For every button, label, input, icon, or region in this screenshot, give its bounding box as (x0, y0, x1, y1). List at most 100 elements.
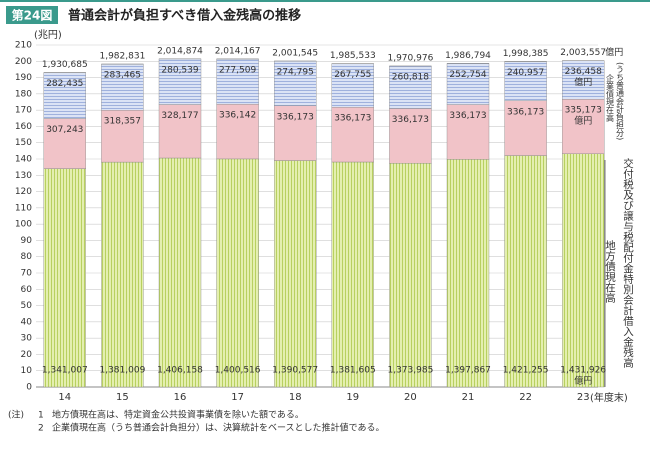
note-text: 企業債現在高（うち普通会計負担分）は、決算統計をベースとした推計値である。 (52, 422, 384, 434)
y-tick-label: 80 (21, 252, 33, 262)
data-label: 260,818 (392, 73, 429, 83)
bar-segment (446, 104, 490, 160)
data-label: 336,142 (219, 111, 256, 121)
y-tick-label: 70 (21, 269, 33, 279)
series-label: 地方債現在高 (604, 239, 616, 304)
y-tick-label: 30 (21, 334, 33, 344)
bar-segment (216, 158, 259, 388)
total-label: 2,003,557 (560, 48, 606, 58)
bar-segment (389, 108, 432, 164)
data-label: 336,173 (449, 111, 486, 121)
bar-segment (216, 103, 259, 160)
total-label: 2,014,167 (215, 46, 261, 56)
total-label: 2,001,545 (272, 49, 318, 59)
y-axis-label: (兆円) (34, 29, 62, 41)
bar-segment (43, 118, 86, 169)
data-label: 1,431,926 (560, 366, 606, 376)
data-label: 283,465 (104, 71, 141, 81)
x-tick-label: 22 (519, 392, 532, 403)
bar-segment (158, 157, 202, 388)
y-tick-label: 190 (15, 73, 32, 83)
bar-segment (389, 163, 432, 388)
y-tick-label: 140 (15, 155, 32, 165)
unit-label: 億円 (605, 46, 623, 58)
total-label: 1,998,385 (503, 49, 549, 59)
total-label: 1,986,794 (445, 51, 491, 61)
bar-segment (331, 161, 374, 388)
y-tick-label: 60 (21, 285, 33, 295)
bar-segment (331, 63, 374, 108)
bar-segment (504, 155, 547, 388)
data-label: 1,400,516 (215, 366, 261, 376)
note-num: 2 (38, 424, 44, 434)
x-tick-label: 21 (462, 392, 475, 403)
badge (6, 6, 58, 24)
y-tick-label: 0 (26, 383, 32, 393)
bar-segment (158, 104, 202, 159)
bar-segment (101, 161, 144, 388)
bar-segment (43, 72, 86, 119)
y-tick-label: 160 (15, 122, 32, 132)
y-tick-label: 50 (21, 301, 33, 311)
total-label: 2,014,874 (157, 46, 203, 56)
data-label: 277,509 (219, 65, 256, 75)
note-text: 地方債現在高は、特定資金公共投資事業債を除いた額である。 (52, 409, 304, 421)
top-rule (0, 0, 650, 2)
bar-segment (446, 63, 490, 105)
x-tick-label: 15 (116, 392, 129, 403)
data-label: 336,173 (392, 115, 429, 125)
y-tick-label: 10 (21, 366, 33, 376)
data-label: 1,381,605 (330, 366, 376, 376)
bar-segment (446, 159, 490, 388)
bar-segment (504, 61, 547, 101)
x-axis-label: (年度末) (590, 391, 628, 404)
x-tick-label: 19 (346, 392, 359, 403)
data-label: 274,795 (277, 68, 314, 78)
note-label: (注) (8, 409, 24, 421)
y-tick-label: 210 (15, 41, 32, 51)
bar-segment (216, 58, 259, 105)
unit-label: 億円 (574, 115, 592, 127)
x-tick-label: 23 (577, 392, 590, 403)
total-label: 1,985,533 (330, 51, 376, 61)
bar-segment (101, 63, 144, 111)
series-label: 企業債現在高 (606, 73, 615, 123)
y-tick-label: 100 (15, 220, 32, 230)
bar-segment (562, 99, 605, 155)
data-label: 252,754 (449, 70, 486, 80)
data-label: 1,390,577 (272, 366, 318, 376)
data-label: 1,381,009 (99, 366, 145, 376)
data-label: 336,173 (507, 107, 544, 117)
x-tick-label: 17 (231, 392, 244, 403)
unit-label: 億円 (574, 76, 592, 88)
series-label: 交付税及び譲与税配付金特別会計借入金残高 (622, 157, 634, 369)
data-label: 240,957 (507, 68, 544, 78)
y-tick-label: 130 (15, 171, 32, 181)
x-tick-label: 16 (174, 392, 187, 403)
x-tick-label: 20 (404, 392, 417, 403)
total-label: 1,970,976 (387, 54, 433, 64)
y-tick-label: 40 (21, 317, 33, 327)
data-label: 1,406,158 (157, 366, 203, 376)
data-label: 328,177 (161, 111, 198, 121)
data-label: 307,243 (46, 125, 83, 135)
data-label: 1,397,867 (445, 366, 491, 376)
bar-segment (43, 168, 86, 388)
data-label: 236,458 (565, 67, 602, 77)
bar-segment (274, 160, 317, 388)
data-label: 280,539 (161, 65, 198, 75)
data-label: 1,373,985 (387, 366, 433, 376)
unit-label: 億円 (574, 375, 592, 387)
bar-segment (331, 107, 374, 163)
note-num: 1 (38, 411, 44, 421)
bar-segment (158, 58, 202, 105)
data-label: 335,173 (565, 106, 602, 116)
data-label: 267,755 (334, 70, 371, 80)
x-tick-label: 14 (58, 392, 71, 403)
data-label: 336,173 (277, 112, 314, 122)
bar-segment (562, 153, 605, 388)
y-tick-label: 110 (15, 203, 32, 213)
badge-text: 第24図 (12, 8, 53, 23)
